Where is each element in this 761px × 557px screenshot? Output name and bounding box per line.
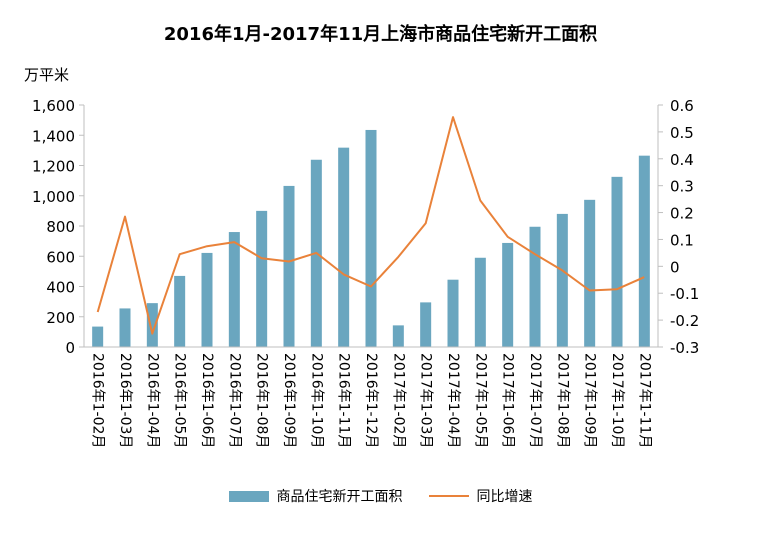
bar bbox=[584, 199, 596, 347]
bar bbox=[146, 303, 158, 347]
bar bbox=[92, 326, 104, 347]
right-tick-label: -0.1 bbox=[670, 285, 699, 303]
legend-swatch-bars bbox=[228, 490, 269, 502]
right-tick-label: 0.3 bbox=[670, 178, 694, 196]
x-tick-label: 2017年1-03月 bbox=[418, 353, 434, 448]
legend-label-bars: 商品住宅新开工面积 bbox=[276, 489, 403, 505]
y-axis-unit-label: 万平米 bbox=[24, 66, 70, 84]
left-tick-label: 1,400 bbox=[32, 127, 75, 145]
left-tick-label: 0 bbox=[65, 339, 75, 357]
legend-swatch-line bbox=[428, 495, 469, 497]
bar bbox=[119, 308, 131, 347]
legend-item-bars: 商品住宅新开工面积 bbox=[228, 486, 403, 506]
left-tick-label: 1,600 bbox=[32, 97, 75, 115]
bar bbox=[638, 155, 650, 347]
x-tick-label: 2016年1-11月 bbox=[336, 353, 352, 448]
bar bbox=[420, 302, 432, 347]
x-tick-label: 2016年1-07月 bbox=[226, 353, 242, 448]
left-tick-label: 1,000 bbox=[32, 188, 75, 206]
x-tick-label: 2016年1-09月 bbox=[281, 353, 297, 448]
x-tick-label: 2017年1-08月 bbox=[554, 353, 570, 448]
right-tick-label: -0.2 bbox=[670, 312, 699, 330]
bar-series bbox=[84, 129, 658, 348]
bar bbox=[338, 147, 350, 347]
x-axis: 2016年1-02月 2016年1-03月 2016年1-04月 2016年1-05月… bbox=[90, 353, 653, 448]
bar bbox=[365, 129, 377, 347]
x-tick-label: 2017年1-11月 bbox=[636, 353, 652, 448]
bar bbox=[174, 275, 186, 347]
x-tick-label: 2016年1-10月 bbox=[308, 353, 324, 448]
right-tick-label: 0.5 bbox=[670, 124, 694, 142]
x-tick-label: 2017年1-05月 bbox=[472, 353, 488, 448]
bar bbox=[502, 242, 514, 347]
right-tick-label: 0.2 bbox=[670, 205, 694, 223]
chart-title: 2016年1月-2017年11月上海市商品住宅新开工面积 bbox=[163, 24, 598, 45]
bar bbox=[611, 176, 623, 347]
x-tick-label: 2017年1-09月 bbox=[582, 353, 598, 448]
left-tick-label: 1,200 bbox=[32, 158, 75, 176]
bar bbox=[447, 279, 459, 347]
left-tick-label: 800 bbox=[46, 218, 75, 236]
x-tick-label: 2017年1-10月 bbox=[609, 353, 625, 448]
bar bbox=[474, 257, 486, 347]
bar bbox=[228, 232, 240, 347]
right-tick-label: 0.4 bbox=[670, 151, 694, 169]
x-tick-label: 2017年1-02月 bbox=[390, 353, 406, 448]
x-tick-label: 2016年1-04月 bbox=[144, 353, 160, 448]
x-tick-label: 2016年1-03月 bbox=[117, 353, 133, 448]
growth-rate-line bbox=[96, 116, 645, 335]
left-tick-label: 200 bbox=[46, 309, 75, 327]
right-tick-label: 0.6 bbox=[670, 97, 694, 115]
right-tick-label: -0.3 bbox=[670, 339, 699, 357]
x-tick-label: 2016年1-06月 bbox=[199, 353, 215, 448]
bar bbox=[556, 213, 568, 347]
right-tick-label: 0 bbox=[670, 258, 680, 276]
x-tick-label: 2017年1-06月 bbox=[500, 353, 516, 448]
x-tick-label: 2016年1-02月 bbox=[90, 353, 106, 448]
bar bbox=[256, 210, 268, 347]
legend: 商品住宅新开工面积 同比增速 bbox=[0, 486, 761, 506]
legend-label-line: 同比增速 bbox=[476, 489, 533, 505]
legend-item-line: 同比增速 bbox=[428, 486, 533, 506]
x-tick-label: 2017年1-04月 bbox=[445, 353, 461, 448]
x-tick-label: 2016年1-12月 bbox=[363, 353, 379, 448]
left-tick-label: 600 bbox=[46, 248, 75, 266]
bar bbox=[283, 185, 295, 347]
bar bbox=[529, 226, 541, 347]
line-series bbox=[96, 116, 645, 335]
left-y-axis: 0 200 400 600 800 1,000 1,200 1,400 1,600 bbox=[32, 97, 85, 357]
left-tick-label: 400 bbox=[46, 279, 75, 297]
bar bbox=[392, 325, 404, 347]
x-tick-label: 2016年1-05月 bbox=[172, 353, 188, 448]
bar bbox=[201, 252, 213, 347]
x-tick-label: 2017年1-07月 bbox=[527, 353, 543, 448]
x-tick-label: 2016年1-08月 bbox=[254, 353, 270, 448]
right-y-axis: -0.3 -0.2 -0.1 0 0.1 0.2 0.3 0.4 0.5 0.6 bbox=[657, 97, 699, 357]
right-tick-label: 0.1 bbox=[670, 231, 694, 249]
